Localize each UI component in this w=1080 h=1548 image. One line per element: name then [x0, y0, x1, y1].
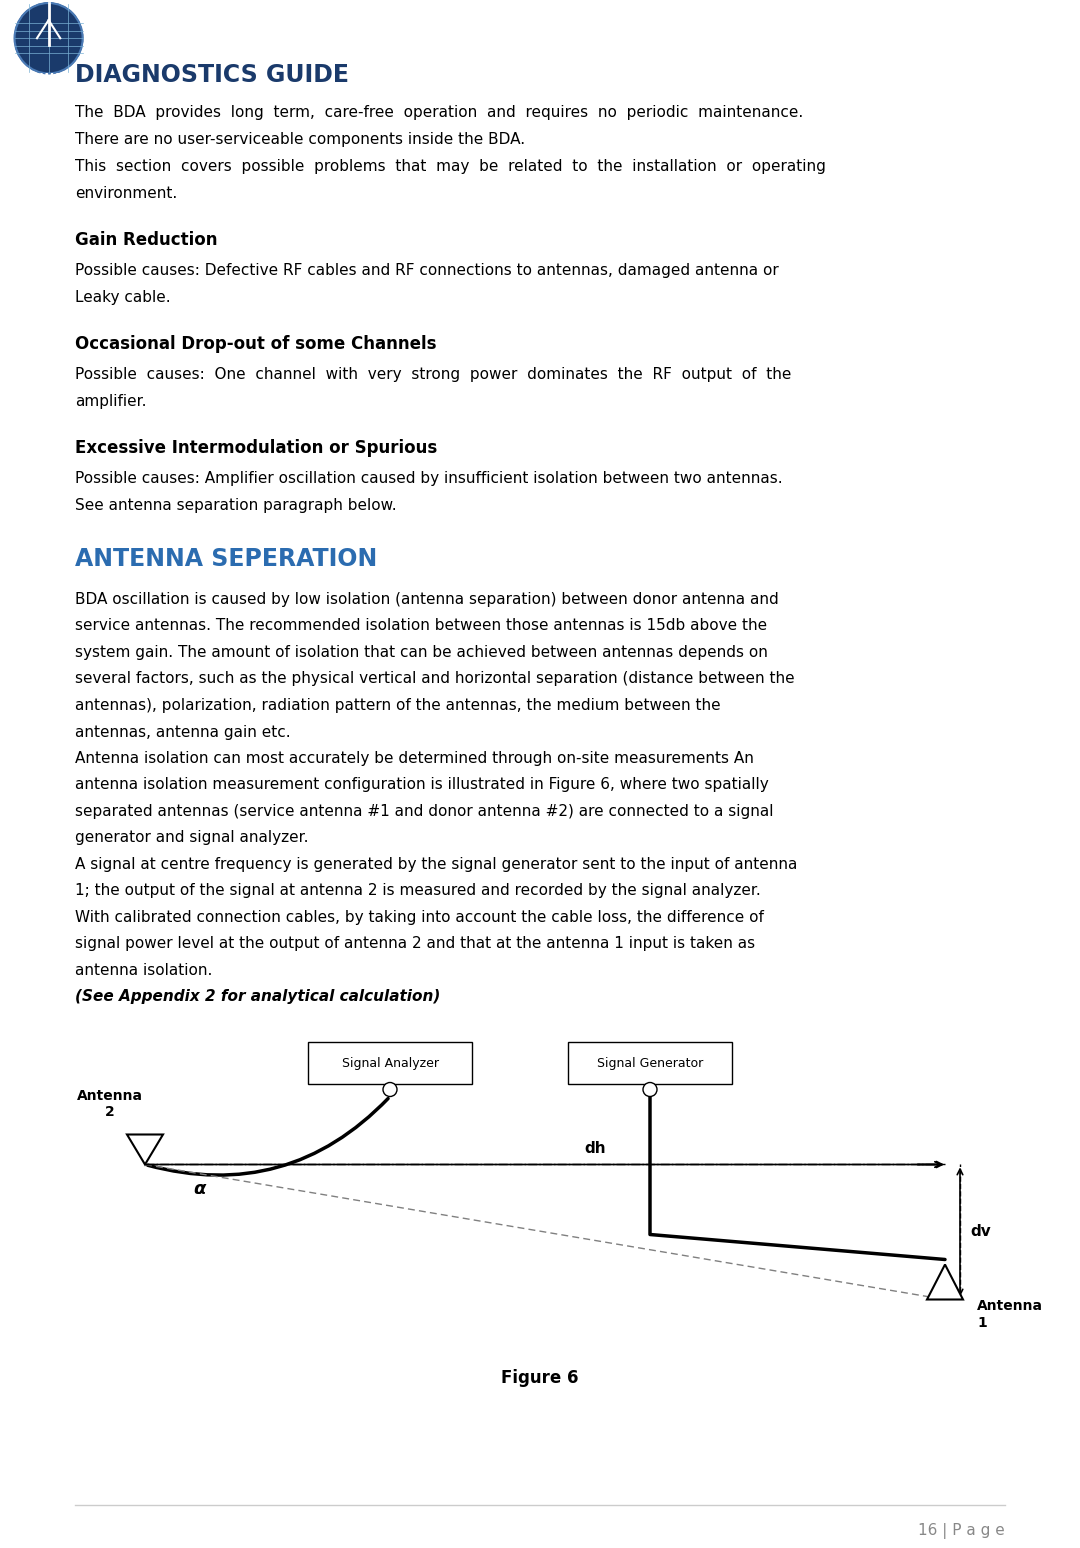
- Circle shape: [15, 3, 83, 73]
- Text: antennas), polarization, radiation pattern of the antennas, the medium between t: antennas), polarization, radiation patte…: [75, 698, 720, 714]
- Text: antenna isolation.: antenna isolation.: [75, 963, 213, 978]
- Text: ANTENNA SEPERATION: ANTENNA SEPERATION: [75, 546, 377, 571]
- Text: environment.: environment.: [75, 186, 177, 201]
- Text: Antenna isolation can most accurately be determined through on-site measurements: Antenna isolation can most accurately be…: [75, 751, 754, 766]
- Text: G-WAY: G-WAY: [26, 73, 71, 85]
- Text: See antenna separation paragraph below.: See antenna separation paragraph below.: [75, 498, 396, 512]
- Polygon shape: [927, 1265, 963, 1299]
- Text: 1; the output of the signal at antenna 2 is measured and recorded by the signal : 1; the output of the signal at antenna 2…: [75, 884, 760, 898]
- Text: signal power level at the output of antenna 2 and that at the antenna 1 input is: signal power level at the output of ante…: [75, 937, 755, 952]
- Text: dh: dh: [584, 1141, 606, 1156]
- Text: system gain. The amount of isolation that can be achieved between antennas depen: system gain. The amount of isolation tha…: [75, 646, 768, 659]
- Text: Possible causes: Amplifier oscillation caused by insufficient isolation between : Possible causes: Amplifier oscillation c…: [75, 471, 783, 486]
- Text: several factors, such as the physical vertical and horizontal separation (distan: several factors, such as the physical ve…: [75, 672, 795, 686]
- Text: Antenna
2: Antenna 2: [77, 1090, 143, 1119]
- Text: α: α: [193, 1181, 206, 1198]
- Text: Figure 6: Figure 6: [501, 1370, 579, 1387]
- Text: Excessive Intermodulation or Spurious: Excessive Intermodulation or Spurious: [75, 440, 437, 457]
- Text: BDA oscillation is caused by low isolation (antenna separation) between donor an: BDA oscillation is caused by low isolati…: [75, 591, 779, 607]
- Polygon shape: [127, 1135, 163, 1164]
- Text: Gain Reduction: Gain Reduction: [75, 231, 217, 249]
- Text: MICROWAVE: MICROWAVE: [27, 90, 70, 96]
- Text: Occasional Drop-out of some Channels: Occasional Drop-out of some Channels: [75, 334, 436, 353]
- Circle shape: [383, 1082, 397, 1096]
- Text: antenna isolation measurement configuration is illustrated in Figure 6, where tw: antenna isolation measurement configurat…: [75, 777, 769, 793]
- FancyBboxPatch shape: [568, 1042, 732, 1085]
- Text: The  BDA  provides  long  term,  care-free  operation  and  requires  no  period: The BDA provides long term, care-free op…: [75, 105, 804, 121]
- Text: antennas, antenna gain etc.: antennas, antenna gain etc.: [75, 724, 291, 740]
- Text: generator and signal analyzer.: generator and signal analyzer.: [75, 830, 309, 845]
- Text: Antenna
1: Antenna 1: [977, 1299, 1043, 1330]
- Text: Possible causes: Defective RF cables and RF connections to antennas, damaged ant: Possible causes: Defective RF cables and…: [75, 263, 779, 279]
- Circle shape: [643, 1082, 657, 1096]
- Text: (See Appendix 2 for analytical calculation): (See Appendix 2 for analytical calculati…: [75, 989, 441, 1005]
- Text: amplifier.: amplifier.: [75, 395, 147, 409]
- Text: service antennas. The recommended isolation between those antennas is 15db above: service antennas. The recommended isolat…: [75, 619, 767, 633]
- Text: 16 | P a g e: 16 | P a g e: [918, 1523, 1005, 1539]
- Text: With calibrated connection cables, by taking into account the cable loss, the di: With calibrated connection cables, by ta…: [75, 910, 764, 926]
- Text: This  section  covers  possible  problems  that  may  be  related  to  the  inst: This section covers possible problems th…: [75, 159, 826, 173]
- Text: Signal Generator: Signal Generator: [597, 1057, 703, 1070]
- Text: A signal at centre frequency is generated by the signal generator sent to the in: A signal at centre frequency is generate…: [75, 858, 797, 872]
- Text: separated antennas (service antenna #1 and donor antenna #2) are connected to a : separated antennas (service antenna #1 a…: [75, 803, 773, 819]
- Text: DIAGNOSTICS GUIDE: DIAGNOSTICS GUIDE: [75, 63, 349, 87]
- Text: Leaky cable.: Leaky cable.: [75, 289, 171, 305]
- FancyBboxPatch shape: [308, 1042, 472, 1085]
- Text: Signal Analyzer: Signal Analyzer: [341, 1057, 438, 1070]
- Text: There are no user-serviceable components inside the BDA.: There are no user-serviceable components…: [75, 132, 525, 147]
- Text: Possible  causes:  One  channel  with  very  strong  power  dominates  the  RF  : Possible causes: One channel with very s…: [75, 367, 792, 382]
- Text: dv: dv: [970, 1224, 990, 1240]
